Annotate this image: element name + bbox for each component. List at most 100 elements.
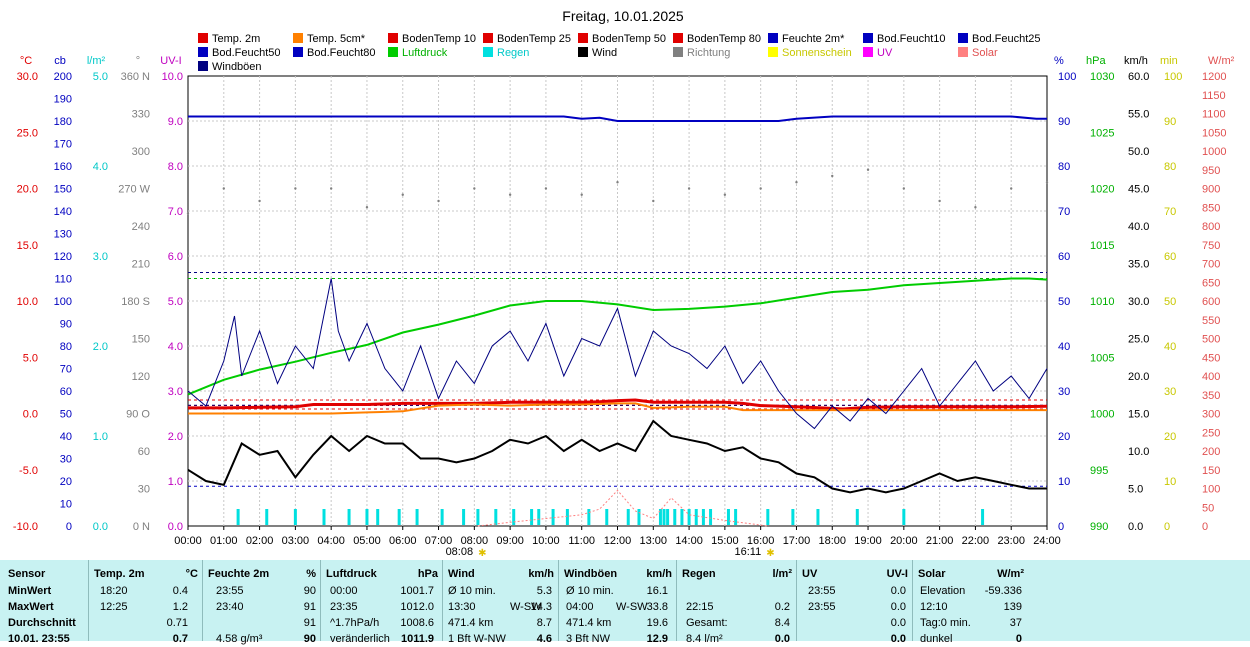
stats-value: 0.0 bbox=[890, 633, 906, 645]
legend-swatch bbox=[293, 33, 303, 43]
left-axis-tick: 360 N bbox=[121, 71, 150, 83]
x-tick-label: 05:00 bbox=[353, 535, 381, 547]
rain-bar bbox=[537, 509, 541, 525]
stats-value bbox=[720, 583, 790, 599]
direction-point bbox=[902, 187, 906, 190]
left-axis-tick: 5.0 bbox=[168, 296, 183, 308]
direction-point bbox=[544, 187, 548, 190]
right-axis-tick: 30.0 bbox=[1128, 296, 1149, 308]
right-axis-tick: 55.0 bbox=[1128, 109, 1149, 121]
stats-unit: hPa bbox=[417, 568, 438, 580]
right-axis-tick: 40 bbox=[1164, 341, 1176, 353]
stats-value: W-SW bbox=[616, 601, 648, 613]
stats-value: ^1.7hPa/h bbox=[330, 617, 380, 629]
x-tick-label: 09:00 bbox=[496, 535, 524, 547]
legend-swatch bbox=[388, 33, 398, 43]
direction-point bbox=[616, 181, 619, 184]
left-axis-tick: 5.0 bbox=[93, 71, 108, 83]
stats-header: Solar bbox=[918, 568, 946, 580]
x-tick-label: 12:00 bbox=[604, 535, 632, 547]
rain-bar bbox=[415, 509, 419, 525]
right-axis-tick: 1100 bbox=[1202, 109, 1226, 121]
legend-label: UV bbox=[877, 47, 893, 59]
stats-value: 8.7 bbox=[536, 617, 552, 629]
x-tick-label: 02:00 bbox=[246, 535, 274, 547]
legend-swatch bbox=[673, 33, 683, 43]
sunrise-icon: ✱ bbox=[478, 548, 486, 559]
right-axis-tick: 10 bbox=[1058, 476, 1070, 488]
stats-value: 23:40 bbox=[216, 601, 244, 613]
legend-swatch bbox=[673, 47, 683, 57]
left-axis-tick: 10.0 bbox=[162, 71, 183, 83]
stats-value: 90 bbox=[303, 585, 316, 597]
stats-row-label: 10.01. 23:55 bbox=[8, 633, 70, 645]
left-axis-tick: 1.0 bbox=[168, 476, 183, 488]
left-axis-tick: 160 bbox=[54, 161, 72, 173]
left-axis-tick: 50 bbox=[60, 409, 72, 421]
stats-value: 1011.9 bbox=[400, 633, 434, 645]
x-tick-label: 14:00 bbox=[675, 535, 703, 547]
right-axis-tick: 0 bbox=[1164, 521, 1170, 533]
legend-label: BodenTemp 10 bbox=[402, 33, 476, 45]
rain-bar bbox=[462, 509, 466, 525]
x-tick-label: 24:00 bbox=[1033, 535, 1061, 547]
left-axis-tick: 210 bbox=[132, 259, 150, 271]
legend-swatch bbox=[578, 47, 588, 57]
right-axis-tick: 995 bbox=[1090, 465, 1108, 477]
legend-label: BodenTemp 25 bbox=[497, 33, 571, 45]
x-tick-label: 22:00 bbox=[962, 535, 990, 547]
direction-point bbox=[795, 181, 798, 184]
right-axis-tick: 990 bbox=[1090, 521, 1108, 533]
right-axis-tick: 350 bbox=[1202, 390, 1220, 402]
right-axis-tick: 0 bbox=[1202, 521, 1208, 533]
right-axis-unit: % bbox=[1054, 55, 1064, 67]
stats-value: 37 bbox=[1009, 617, 1022, 629]
right-axis-tick: 100 bbox=[1164, 71, 1182, 83]
left-axis-tick: 25.0 bbox=[17, 127, 38, 139]
right-axis-tick: 450 bbox=[1202, 352, 1220, 364]
rain-bar bbox=[587, 509, 591, 525]
right-axis-unit: W/m² bbox=[1208, 55, 1235, 67]
left-axis-tick: 180 S bbox=[121, 296, 150, 308]
left-axis-tick: 180 bbox=[54, 116, 72, 128]
right-axis-tick: 750 bbox=[1202, 240, 1220, 252]
direction-point bbox=[473, 187, 476, 190]
right-axis-tick: 35.0 bbox=[1128, 259, 1149, 271]
stats-value: 91 bbox=[303, 601, 316, 613]
rain-bar bbox=[565, 509, 569, 525]
right-axis-tick: 250 bbox=[1202, 427, 1220, 439]
legend-label: Bod.Feucht80 bbox=[307, 47, 376, 59]
stats-header: Regen bbox=[682, 568, 716, 580]
stats-value: Tag:0 min. bbox=[920, 617, 971, 629]
x-tick-label: 01:00 bbox=[210, 535, 238, 547]
left-axis-unit: °C bbox=[20, 55, 32, 67]
right-axis-tick: 80 bbox=[1164, 161, 1176, 173]
stats-header: Temp. 2m bbox=[94, 568, 145, 580]
left-axis-tick: 90 O bbox=[126, 409, 150, 421]
left-axis-tick: 3.0 bbox=[168, 386, 183, 398]
stats-value: 23:55 bbox=[808, 601, 836, 613]
x-tick-label: 10:00 bbox=[532, 535, 560, 547]
column-divider bbox=[912, 560, 913, 641]
column-divider bbox=[202, 560, 203, 641]
right-axis-tick: 10 bbox=[1164, 476, 1176, 488]
stats-value: 0.7 bbox=[172, 633, 188, 645]
stats-header: Windböen bbox=[564, 568, 618, 580]
stats-value: 19.6 bbox=[646, 617, 668, 629]
left-axis-tick: 190 bbox=[54, 94, 72, 106]
right-axis-tick: 45.0 bbox=[1128, 184, 1149, 196]
stats-row-label: MinWert bbox=[8, 585, 52, 597]
legend-swatch bbox=[388, 47, 398, 57]
stats-value: 0.4 bbox=[172, 585, 188, 597]
legend-label: Bod.Feucht50 bbox=[212, 47, 281, 59]
legend-swatch bbox=[198, 47, 208, 57]
direction-point bbox=[258, 199, 261, 203]
left-axis-tick: 90 bbox=[60, 319, 72, 331]
stats-value: 5.3 bbox=[536, 585, 552, 597]
legend-swatch bbox=[198, 33, 208, 43]
left-axis-tick: 0.0 bbox=[23, 409, 38, 421]
right-axis-tick: 20 bbox=[1058, 431, 1070, 443]
legend-label: BodenTemp 50 bbox=[592, 33, 666, 45]
rain-bar bbox=[376, 509, 380, 525]
right-axis-tick: 550 bbox=[1202, 315, 1220, 327]
